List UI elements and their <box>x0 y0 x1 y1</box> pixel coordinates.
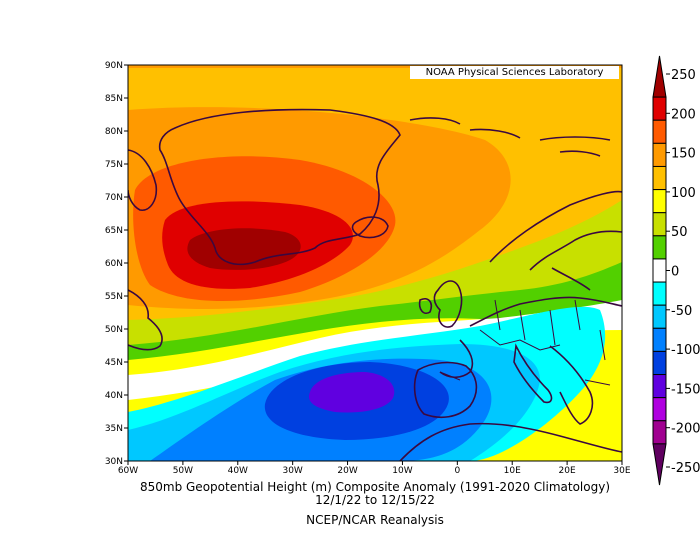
caption-dates: 12/1/22 to 12/15/22 <box>315 493 435 507</box>
contour-peak-positive <box>187 228 301 270</box>
coastline-baffin <box>128 149 158 211</box>
lat-tick-label: 40N <box>105 391 123 401</box>
lat-tick-label: 55N <box>105 292 123 302</box>
colorbar-label: -150 <box>671 382 700 397</box>
colorbar-swatch <box>652 327 667 352</box>
lat-tick-label: 70N <box>105 193 123 203</box>
colorbar-label: 150 <box>671 147 696 162</box>
lat-tick-label: 85N <box>105 94 123 104</box>
colorbar-swatch <box>652 142 667 167</box>
colorbar-swatch <box>652 350 667 376</box>
lon-tick-label: 40W <box>228 466 248 476</box>
lon-tick-label: 60W <box>118 466 138 476</box>
colorbar-swatch <box>652 397 667 422</box>
caption-source: NCEP/NCAR Reanalysis <box>306 513 444 527</box>
lat-tick-label: 30N <box>105 457 123 467</box>
colorbar-swatch <box>652 443 667 486</box>
colorbar-label: 200 <box>671 107 696 122</box>
colorbar-label: -200 <box>671 422 700 437</box>
lon-tick-label: 10W <box>392 466 412 476</box>
coastline-greenland <box>158 108 401 266</box>
caption-title: 850mb Geopotential Height (m) Composite … <box>139 480 610 494</box>
coastline-europe <box>439 296 622 379</box>
lat-tick-label: 60N <box>105 259 123 269</box>
longitude-axis: 60W 50W 40W 30W 20W 10W 0 10E 20E 30E <box>118 461 631 476</box>
colorbar-swatch <box>652 55 667 98</box>
colorbar-swatch <box>652 281 667 306</box>
lon-tick-label: 0 <box>454 466 460 476</box>
lat-tick-label: 65N <box>105 226 123 236</box>
lon-tick-label: 10E <box>504 466 521 476</box>
contour-band-0-50 <box>128 180 622 360</box>
colorbar-label: -250 <box>671 461 700 476</box>
colorbar: 250 200 150 100 50 0 -50 -100 -150 -200 -250 <box>652 55 700 486</box>
lon-tick-label: 20E <box>559 466 576 476</box>
lon-tick-label: 30W <box>282 466 302 476</box>
colorbar-swatch <box>652 212 667 237</box>
colorbar-swatch <box>652 420 667 445</box>
colorbar-label: 100 <box>671 186 696 201</box>
lat-tick-label: 90N <box>105 61 123 71</box>
contour-band-50-100 <box>128 176 622 345</box>
anomaly-field <box>128 65 622 461</box>
coastline-balkans <box>549 345 594 425</box>
coastline-arctic-islands <box>409 117 611 157</box>
contour-peak-negative <box>309 372 395 413</box>
coastline-iceland <box>351 216 389 239</box>
coastlines <box>128 108 622 461</box>
coastline-labrador <box>128 289 163 351</box>
coastline-italy <box>513 343 553 404</box>
coastline-scandinavia <box>489 190 622 291</box>
colorbar-label: 250 <box>671 68 696 83</box>
lat-tick-label: 35N <box>105 424 123 434</box>
credit-label: NOAA Physical Sciences Laboratory <box>410 66 619 79</box>
lat-tick-label: 80N <box>105 127 123 137</box>
latitude-axis: 90N 85N 80N 75N 70N 65N 60N 55N 50N 45N 40N 35N 30N <box>105 61 128 467</box>
lon-tick-label: 50W <box>173 466 193 476</box>
colorbar-swatch <box>652 374 667 399</box>
lat-tick-label: 50N <box>105 325 123 335</box>
colorbar-label: -50 <box>671 304 692 319</box>
colorbar-label: -100 <box>671 343 700 358</box>
lat-tick-label: 75N <box>105 160 123 170</box>
colorbar-swatch <box>652 165 667 191</box>
colorbar-swatch <box>652 96 667 121</box>
colorbar-swatch <box>652 119 667 144</box>
colorbar-label: 0 <box>671 265 679 280</box>
colorbar-swatch <box>652 235 667 260</box>
country-borders <box>439 299 611 386</box>
colorbar-swatch <box>652 189 667 214</box>
coastline-british-isles <box>418 280 463 328</box>
colorbar-label: 50 <box>671 225 688 240</box>
lon-tick-label: 30E <box>613 466 630 476</box>
coastline-north-africa <box>399 422 622 461</box>
colorbar-swatch <box>652 258 667 283</box>
coastline-iberia <box>413 361 478 419</box>
lon-tick-label: 20W <box>337 466 357 476</box>
colorbar-swatch <box>652 304 667 329</box>
lat-tick-label: 45N <box>105 358 123 368</box>
